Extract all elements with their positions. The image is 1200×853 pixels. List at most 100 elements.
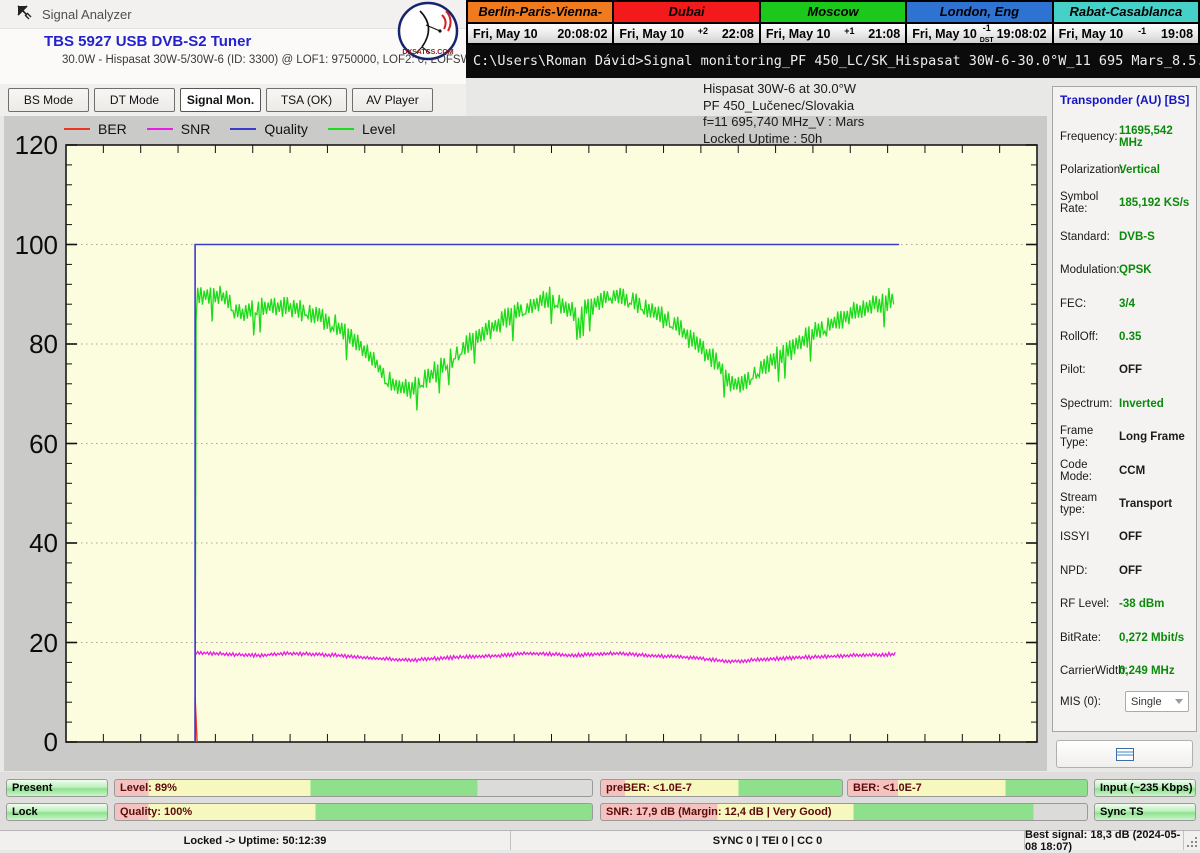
logo-dish-curve xyxy=(419,10,430,48)
transponder-value: Inverted xyxy=(1119,397,1164,410)
tuner-subtitle: 30.0W - Hispasat 30W-5/30W-6 (ID: 3300) … xyxy=(62,54,485,66)
legend-swatch-snr xyxy=(146,128,173,130)
transponder-value: Long Frame xyxy=(1119,431,1185,444)
transponder-label: Frequency: xyxy=(1060,130,1118,143)
tab-signal-mon[interactable]: Signal Mon. xyxy=(180,88,261,112)
dxsatcs-logo: DXSATCS.COM xyxy=(396,1,460,61)
transponder-label: Pilot: xyxy=(1060,364,1086,377)
transponder-row-fec: FEC: 3/4 xyxy=(1053,287,1196,320)
clock-moscow: Moscow Fri, May 10 +1 21:08 xyxy=(760,2,908,43)
tab-bs-mode[interactable]: BS Mode xyxy=(8,88,89,112)
transponder-value: 185,192 KS/s xyxy=(1119,197,1190,210)
transport-stream-button[interactable] xyxy=(1056,740,1193,768)
transponder-row-modulation: Modulation: QPSK xyxy=(1053,254,1196,287)
satellite-dish-icon xyxy=(16,4,32,25)
transponder-value: Transport xyxy=(1119,497,1173,510)
clock-date: Fri, May 10 xyxy=(765,26,831,41)
legend-label: Level xyxy=(361,121,396,137)
mis-label: MIS (0): xyxy=(1060,695,1101,708)
transponder-value: 11695,542 MHz xyxy=(1119,124,1173,149)
transponder-label: Polarization: xyxy=(1060,164,1124,177)
transponder-label: ISSYI xyxy=(1060,531,1090,544)
progress-bar-level: Level: 89% xyxy=(114,779,593,797)
progress-bar-quality: Quality: 100% xyxy=(114,803,593,821)
y-axis-label-60: 60 xyxy=(29,428,58,459)
clock-time-row: Fri, May 10 +2 22:08 xyxy=(614,24,759,43)
clock-utc-offset: -1 DST xyxy=(979,23,994,44)
clock-time-row: Fri, May 10 +1 21:08 xyxy=(760,24,906,43)
terminal-prompt[interactable]: C:\Users\Roman Dávid>Signal monitoring_P… xyxy=(466,45,1200,78)
transponder-value: OFF xyxy=(1119,564,1142,577)
clock-city-label: Moscow xyxy=(760,2,906,24)
clock-time: 20:08:02 xyxy=(557,26,608,41)
legend-item-ber: BER xyxy=(64,121,127,137)
logo-text: DXSATCS.COM xyxy=(402,49,453,56)
transponder-label: Code Mode: xyxy=(1060,458,1092,483)
transponder-value: 0,249 MHz xyxy=(1119,664,1175,677)
indicator-pill-syncts: Sync TS xyxy=(1094,803,1196,821)
transponder-label: Spectrum: xyxy=(1060,397,1113,410)
indicator-pill-lock: Lock xyxy=(6,803,108,821)
clock-date: Fri, May 10 xyxy=(912,26,977,41)
tab-strip: BS Mode DT Mode Signal Mon. TSA (OK) AV Play… xyxy=(0,84,466,116)
clock-city-label: Rabat-Casablanca xyxy=(1053,2,1199,24)
clock-time: 21:08 xyxy=(868,26,901,41)
carrier-info-line2: PF 450_Lučenec/Slovakia xyxy=(703,97,855,113)
clock-utc-offset: +1 xyxy=(844,25,855,36)
tab-dt-mode[interactable]: DT Mode xyxy=(94,88,175,112)
legend-item-level: Level xyxy=(327,121,396,137)
tab-av-player[interactable]: AV Player xyxy=(352,88,433,112)
transponder-label: NPD: xyxy=(1060,564,1088,577)
clock-city-label: London, Eng xyxy=(907,2,1052,24)
transponder-value: 0,272 Mbit/s xyxy=(1119,631,1185,644)
clock-time: 19:08 xyxy=(1161,26,1194,41)
mis-selected-value: Single xyxy=(1131,695,1162,708)
transponder-label: CarrierWidth: xyxy=(1060,664,1128,677)
transponder-value: 3/4 xyxy=(1119,297,1135,310)
transponder-label: RF Level: xyxy=(1060,598,1110,611)
transponder-row-issyi: ISSYI OFF xyxy=(1053,521,1196,554)
tab-tsa-ok[interactable]: TSA (OK) xyxy=(266,88,347,112)
tuner-title: TBS 5927 USB DVB-S2 Tuner xyxy=(44,33,252,50)
window-title: Signal Analyzer xyxy=(42,6,132,22)
chevron-down-icon xyxy=(1175,699,1183,704)
clock-time: 19:08:02 xyxy=(996,26,1047,41)
transponder-value: DVB-S xyxy=(1119,230,1155,243)
transponder-label: BitRate: xyxy=(1060,631,1101,644)
y-axis-label-120: 120 xyxy=(14,130,58,160)
transponder-value: OFF xyxy=(1119,364,1142,377)
transponder-row-pilot: Pilot: OFF xyxy=(1053,354,1196,387)
legend-label: BER xyxy=(98,121,127,137)
legend-swatch-level xyxy=(327,128,354,130)
transponder-panel: Transponder (AU) [BS] Frequency: 11695,54… xyxy=(1052,86,1197,732)
status-best-signal: Best signal: 18,3 dB (2024-05-08 18:07) xyxy=(1025,829,1184,853)
carrier-info-line1: Hispasat 30W-6 at 30.0°W xyxy=(703,81,857,96)
clock-time-row: Fri, May 10 -1 19:08 xyxy=(1053,24,1199,43)
mis-select[interactable]: Single xyxy=(1125,691,1189,712)
resize-grip[interactable] xyxy=(1184,831,1200,850)
signal-history-chart xyxy=(65,144,1038,743)
transponder-row-standard: Standard: DVB-S xyxy=(1053,220,1196,253)
transponder-rows: Frequency: 11695,542 MHz Polarization: Vert… xyxy=(1053,120,1196,688)
transponder-label: FEC: xyxy=(1060,297,1087,310)
legend-swatch-ber xyxy=(64,128,90,130)
clock-london-eng: London, Eng Fri, May 10 -1 DST 19:08:02 xyxy=(907,2,1054,44)
legend-item-snr: SNR xyxy=(146,121,210,137)
world-clocks: Berlin-Paris-Vienna-RomaFri, May 1020:08… xyxy=(466,0,1200,45)
signal-monitor-bars: Present Lock Input (~235 Kbps) Sync TS Level… xyxy=(0,772,1200,830)
transponder-row-npd: NPD: OFF xyxy=(1053,554,1196,587)
transponder-row-symbol-rate: Symbol Rate: 185,192 KS/s xyxy=(1053,187,1196,220)
transponder-row-spectrum: Spectrum: Inverted xyxy=(1053,387,1196,420)
clock-utc-offset: -1 xyxy=(1138,25,1147,36)
progress-bar-snr: SNR: 17,9 dB (Margin: 12,4 dB | Very Goo… xyxy=(600,803,1088,821)
transponder-value: QPSK xyxy=(1119,264,1152,277)
y-axis-label-100: 100 xyxy=(14,229,58,260)
clock-time-row: Fri, May 10 -1 DST 19:08:02 xyxy=(907,23,1052,44)
clock-date: Fri, May 10 xyxy=(1058,26,1124,41)
transponder-label: Stream type: xyxy=(1060,491,1098,516)
clock-time: 22:08 xyxy=(721,26,754,41)
clock-rabat-casablanca: Rabat-Casablanca Fri, May 10 -1 19:08 xyxy=(1053,2,1199,43)
signal-chart-panel: BER SNR Quality Level 0 20 40 60 80 100 120 xyxy=(4,116,1047,771)
transponder-value: Vertical xyxy=(1119,164,1160,177)
transponder-row-bitrate: BitRate: 0,272 Mbit/s xyxy=(1053,621,1196,654)
